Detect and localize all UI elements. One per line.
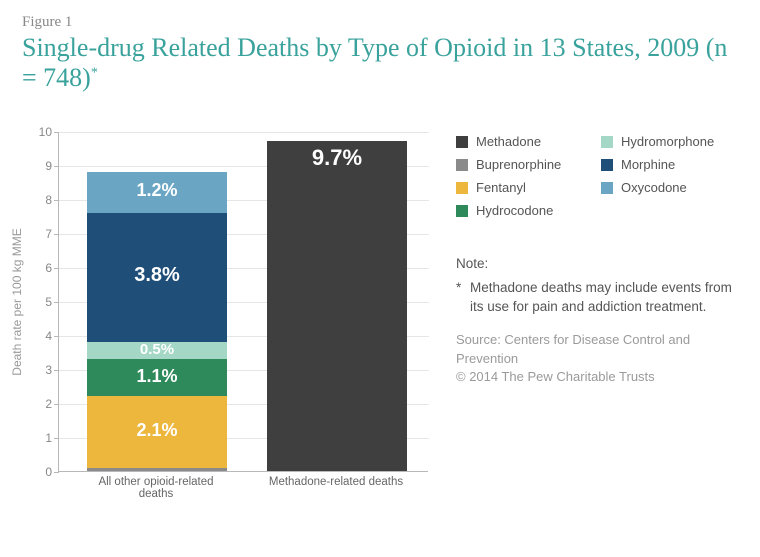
y-tick-mark	[54, 268, 59, 269]
bar-segment-label: 2.1%	[87, 420, 227, 441]
grid-line	[59, 132, 429, 133]
y-tick-mark	[54, 234, 59, 235]
legend-item: Hydromorphone	[601, 134, 746, 149]
y-tick-label: 2	[26, 397, 52, 411]
note-asterisk: *	[456, 278, 470, 317]
legend-label: Buprenorphine	[476, 157, 561, 172]
y-tick-label: 9	[26, 159, 52, 173]
note-heading: Note:	[456, 254, 746, 274]
legend-swatch	[456, 182, 468, 194]
main-area: Death rate per 100 kg MME 0 1 2 3 4 5 6 7 8 9 10 0.…	[0, 120, 760, 550]
y-tick-label: 6	[26, 261, 52, 275]
source-block: Source: Centers for Disease Control and …	[456, 331, 746, 388]
y-tick-mark	[54, 370, 59, 371]
legend-label: Hydrocodone	[476, 203, 553, 218]
y-tick-mark	[54, 132, 59, 133]
legend-item: Hydrocodone	[456, 203, 601, 218]
y-tick-mark	[54, 472, 59, 473]
y-tick-mark	[54, 166, 59, 167]
source-line-1: Source: Centers for Disease Control and …	[456, 331, 746, 369]
legend-item: Methadone	[456, 134, 601, 149]
title-asterisk: *	[91, 65, 98, 80]
y-tick-label: 3	[26, 363, 52, 377]
y-tick-mark	[54, 404, 59, 405]
bar-segment-label: 0.5%	[87, 341, 227, 358]
y-tick-mark	[54, 302, 59, 303]
figure-label: Figure 1	[0, 0, 760, 31]
legend-item: Fentanyl	[456, 180, 601, 195]
bar-segment-label: 3.8%	[87, 264, 227, 287]
y-tick-label: 0	[26, 465, 52, 479]
bar-segment-label: 1.2%	[87, 180, 227, 201]
title-text: Single-drug Related Deaths by Type of Op…	[22, 33, 727, 92]
bar-segment	[267, 141, 407, 471]
legend-label: Fentanyl	[476, 180, 526, 195]
legend-swatch	[456, 159, 468, 171]
source-line-2: © 2014 The Pew Charitable Trusts	[456, 368, 746, 387]
bar-segment	[87, 468, 227, 471]
y-tick-label: 1	[26, 431, 52, 445]
y-tick-label: 4	[26, 329, 52, 343]
legend-item: Oxycodone	[601, 180, 746, 195]
plot-area: 0123456789100.1%2.1%1.1%0.5%3.8%1.2%9.7%	[58, 132, 428, 472]
x-tick-label: Methadone-related deaths	[266, 476, 406, 488]
y-tick-label: 10	[26, 125, 52, 139]
chart-title: Single-drug Related Deaths by Type of Op…	[0, 31, 760, 93]
y-tick-label: 8	[26, 193, 52, 207]
legend-col-2: Hydromorphone Morphine Oxycodone	[601, 134, 746, 226]
legend-swatch	[456, 205, 468, 217]
x-tick-label: All other opioid-related deaths	[86, 476, 226, 500]
legend: Methadone Buprenorphine Fentanyl Hydrocodon…	[456, 134, 746, 226]
chart: Death rate per 100 kg MME 0123456789100.…	[58, 132, 428, 497]
legend-col-1: Methadone Buprenorphine Fentanyl Hydrocodon…	[456, 134, 601, 226]
y-axis-label: Death rate per 100 kg MME	[10, 228, 24, 375]
legend-swatch	[601, 136, 613, 148]
legend-item: Morphine	[601, 157, 746, 172]
legend-label: Methadone	[476, 134, 541, 149]
legend-swatch	[601, 159, 613, 171]
y-tick-label: 7	[26, 227, 52, 241]
legend-label: Hydromorphone	[621, 134, 714, 149]
legend-label: Morphine	[621, 157, 675, 172]
legend-label: Oxycodone	[621, 180, 687, 195]
legend-swatch	[456, 136, 468, 148]
legend-item: Buprenorphine	[456, 157, 601, 172]
bar-segment-label: 1.1%	[87, 366, 227, 387]
y-tick-label: 5	[26, 295, 52, 309]
side-panel: Methadone Buprenorphine Fentanyl Hydrocodon…	[456, 134, 746, 387]
legend-swatch	[601, 182, 613, 194]
note-text: Methadone deaths may include events from…	[470, 278, 746, 317]
note-block: Note: * Methadone deaths may include eve…	[456, 254, 746, 317]
y-tick-mark	[54, 200, 59, 201]
bar-segment-label: 9.7%	[267, 145, 407, 171]
y-tick-mark	[54, 336, 59, 337]
y-tick-mark	[54, 438, 59, 439]
